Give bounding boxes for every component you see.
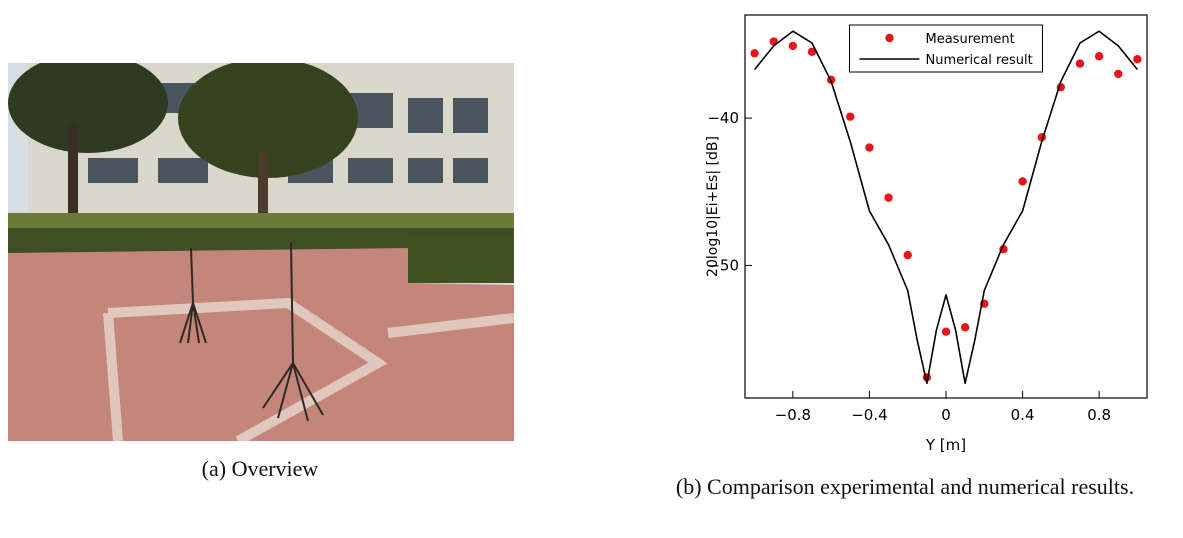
- y-tick-label: −40: [707, 109, 739, 127]
- data-point: [941, 327, 951, 336]
- caption: (a) Overview: [201, 456, 319, 481]
- legend-label: Numerical result: [926, 53, 1033, 68]
- data-point: [807, 47, 817, 57]
- data-point: [1114, 69, 1123, 79]
- data-point: [884, 193, 893, 202]
- x-tick-label: −0.8: [775, 406, 811, 424]
- chart: −0.8 −0.4 0 0.4 0.8 −40 −50 Y [m] 20log10|Ei+Es|…: [705, 14, 1148, 454]
- data-point: [846, 112, 855, 121]
- y-axis-label: 20log10|Ei+Es| [dB]: [705, 136, 721, 277]
- legend-label: Measurement: [926, 32, 1015, 47]
- data-line: [753, 30, 1139, 385]
- caption: (b) Comparison experimental and numerica…: [675, 474, 1135, 499]
- x-tick-label: 0.4: [1011, 406, 1035, 424]
- y-tick-label: −50: [707, 256, 739, 274]
- data-point: [1018, 177, 1027, 186]
- legend-marker: [885, 33, 894, 43]
- data-point: [788, 41, 798, 51]
- legend: Measurement Numerical result: [849, 24, 1043, 73]
- data-point: [1075, 59, 1085, 68]
- data-point: [865, 143, 874, 152]
- data-point: [1094, 52, 1104, 61]
- legend-box: [849, 24, 1043, 73]
- x-tick-label: 0: [941, 406, 951, 424]
- x-axis-label: Y [m]: [925, 436, 966, 454]
- data-point: [903, 250, 912, 260]
- x-tick-label: 0.8: [1087, 406, 1111, 424]
- photo: [8, 63, 514, 441]
- data-point: [750, 49, 759, 58]
- x-tick-label: −0.4: [851, 406, 887, 424]
- data-point: [960, 323, 970, 332]
- data-point: [1133, 54, 1142, 64]
